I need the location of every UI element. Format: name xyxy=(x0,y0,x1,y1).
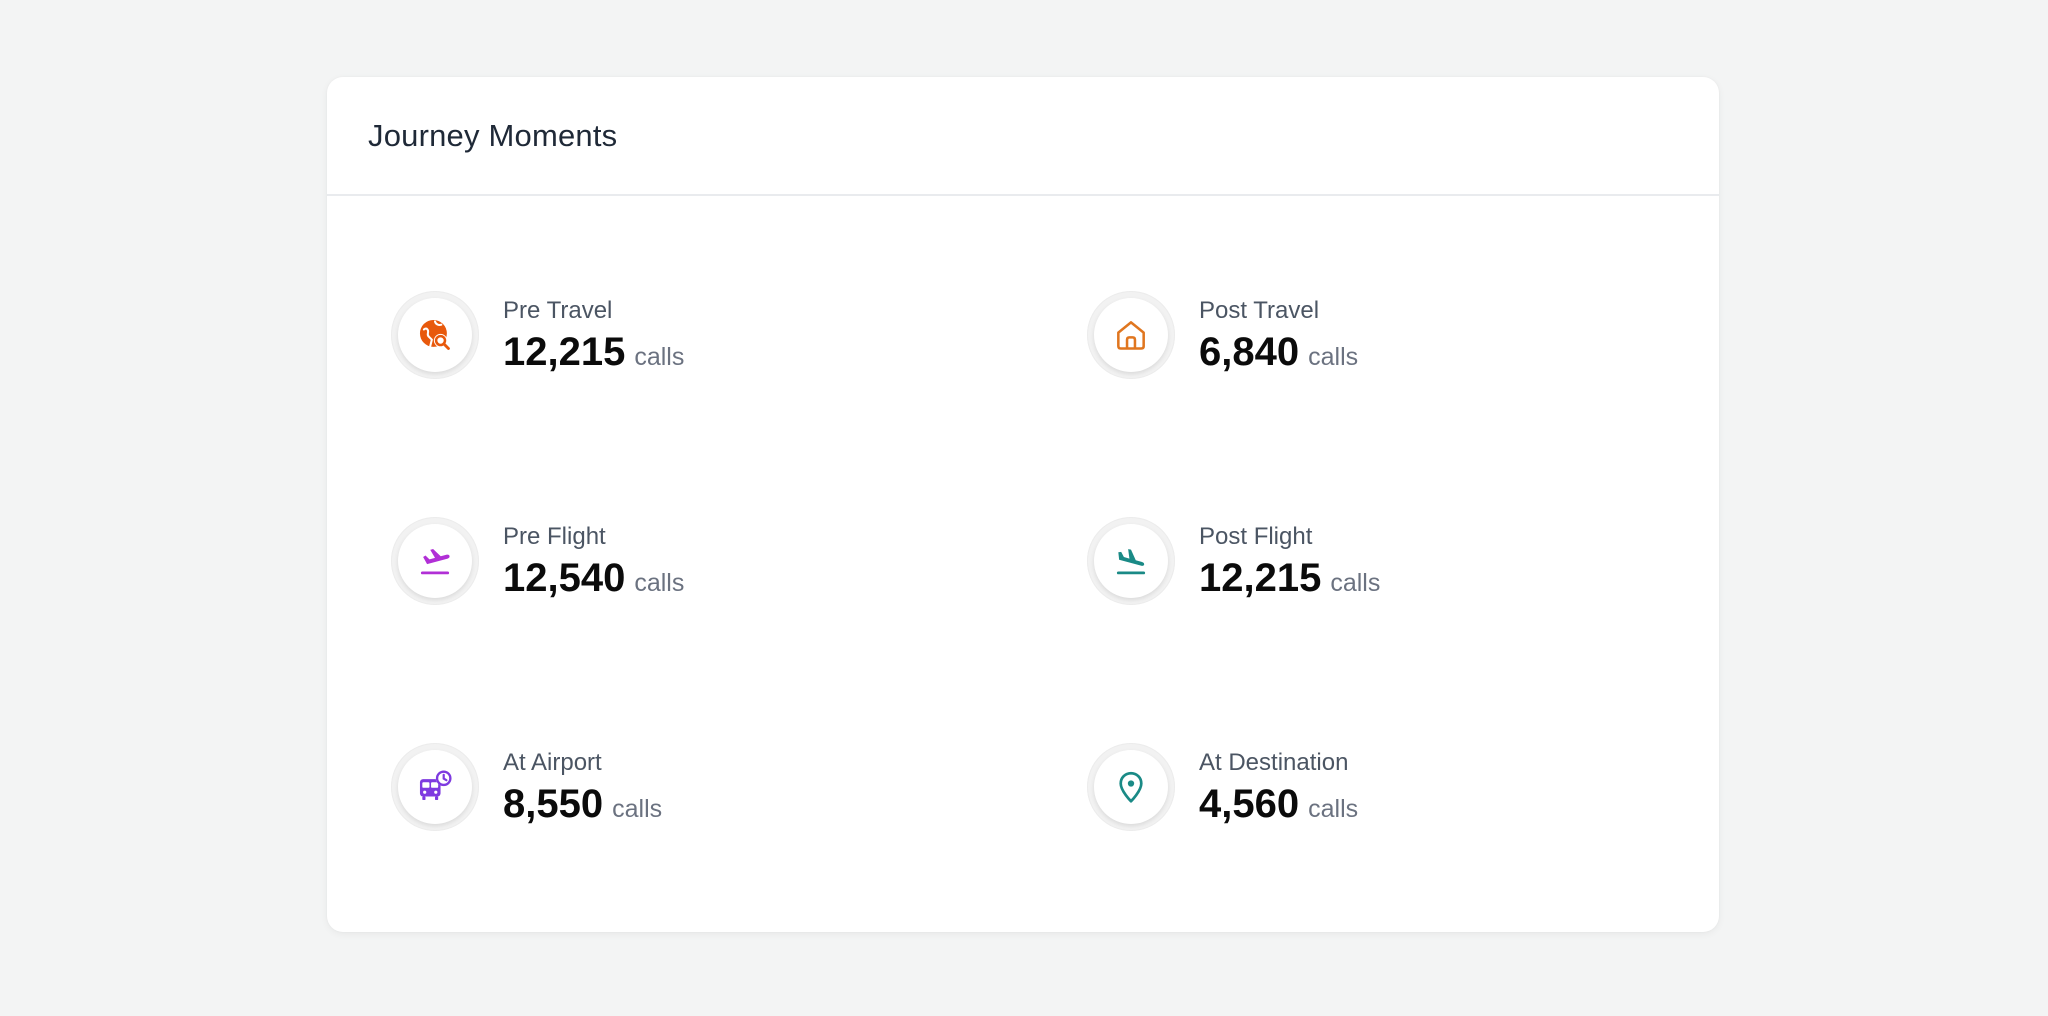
bus-clock-icon xyxy=(419,770,452,800)
moment-value-row: 6,840 calls xyxy=(1199,330,1358,374)
home-icon xyxy=(1117,321,1145,350)
moment-label: At Airport xyxy=(503,749,602,776)
moment-pre-travel: Pre Travel 12,215 calls xyxy=(391,291,684,379)
moment-value-row: 4,560 calls xyxy=(1199,782,1358,826)
moment-unit: calls xyxy=(1330,569,1381,597)
moment-unit: calls xyxy=(612,795,663,823)
moment-text: At Airport 8,550 calls xyxy=(503,748,662,826)
moment-value: 6,840 xyxy=(1199,330,1300,374)
icon-badge-inner xyxy=(398,524,472,598)
icon-badge-inner xyxy=(1094,298,1168,372)
icon-badge xyxy=(391,517,479,605)
moment-unit: calls xyxy=(634,343,685,371)
moment-label: Pre Flight xyxy=(503,523,606,550)
moment-unit: calls xyxy=(1308,795,1359,823)
moment-post-flight: Post Flight 12,215 calls xyxy=(1087,517,1380,605)
moment-value: 12,215 xyxy=(503,330,626,374)
moment-pre-flight: Pre Flight 12,540 calls xyxy=(391,517,684,605)
moment-at-airport: At Airport 8,550 calls xyxy=(391,743,662,831)
globe-search-icon xyxy=(419,319,450,350)
icon-badge xyxy=(391,291,479,379)
icon-badge xyxy=(1087,291,1175,379)
moment-label: Post Travel xyxy=(1199,297,1320,324)
moment-text: Pre Travel 12,215 calls xyxy=(503,296,684,374)
moment-text: Post Flight 12,215 calls xyxy=(1199,522,1380,600)
icon-badge-inner xyxy=(398,750,472,824)
card-header: Journey Moments xyxy=(327,77,1719,196)
moment-unit: calls xyxy=(634,569,685,597)
plane-landing-icon xyxy=(1116,549,1146,575)
moment-text: Pre Flight 12,540 calls xyxy=(503,522,684,600)
moments-grid: Pre Travel 12,215 calls Post Travel xyxy=(327,196,1719,930)
journey-moments-card: Journey Moments Pre Travel xyxy=(327,77,1719,932)
map-pin-icon xyxy=(1119,771,1143,803)
moment-value-row: 12,215 calls xyxy=(1199,556,1380,600)
moment-value-row: 8,550 calls xyxy=(503,782,662,826)
moment-value: 12,540 xyxy=(503,556,626,600)
icon-badge-inner xyxy=(1094,750,1168,824)
card-title: Journey Moments xyxy=(368,117,618,153)
icon-badge-inner xyxy=(1094,524,1168,598)
moment-value-row: 12,540 calls xyxy=(503,556,684,600)
icon-badge xyxy=(391,743,479,831)
moment-label: Post Flight xyxy=(1199,523,1313,550)
icon-badge xyxy=(1087,743,1175,831)
moment-post-travel: Post Travel 6,840 calls xyxy=(1087,291,1358,379)
moment-text: At Destination 4,560 calls xyxy=(1199,748,1358,826)
moment-value: 12,215 xyxy=(1199,556,1322,600)
plane-takeoff-icon xyxy=(420,548,450,575)
moment-unit: calls xyxy=(1308,343,1359,371)
moment-value-row: 12,215 calls xyxy=(503,330,684,374)
icon-badge-inner xyxy=(398,298,472,372)
moment-text: Post Travel 6,840 calls xyxy=(1199,296,1358,374)
icon-badge xyxy=(1087,517,1175,605)
moment-value: 8,550 xyxy=(503,782,604,826)
moment-label: At Destination xyxy=(1199,749,1349,776)
moment-value: 4,560 xyxy=(1199,782,1300,826)
moment-at-destination: At Destination 4,560 calls xyxy=(1087,743,1358,831)
moment-label: Pre Travel xyxy=(503,297,613,324)
